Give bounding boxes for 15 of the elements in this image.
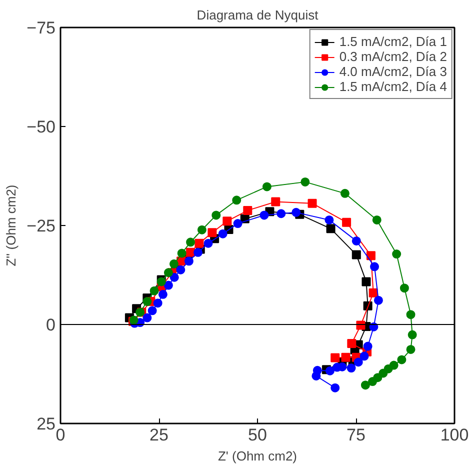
x-tick-label: 25: [150, 426, 168, 444]
legend-label: 1.5 mA/cm2, Día 1: [339, 34, 447, 49]
legend-label: 1.5 mA/cm2, Día 4: [339, 79, 447, 94]
legend-label: 0.3 mA/cm2, Día 2: [339, 49, 447, 64]
chart-title: Diagrama de Nyquist: [196, 8, 319, 22]
y-tick-label: −75: [26, 18, 56, 38]
y-tick-label: 0: [46, 316, 56, 334]
x-tick-label: 100: [440, 426, 469, 444]
x-tick-label: 75: [346, 426, 366, 444]
y-axis-title: Z'' (Ohm cm2): [4, 184, 19, 266]
y-tick-label: −50: [26, 118, 56, 136]
y-tick-label: −25: [26, 216, 56, 236]
legend-label: 4.0 mA/cm2, Día 3: [339, 64, 447, 79]
x-tick-label: 50: [248, 426, 267, 444]
x-axis-title: Z' (Ohm cm2): [218, 448, 298, 464]
